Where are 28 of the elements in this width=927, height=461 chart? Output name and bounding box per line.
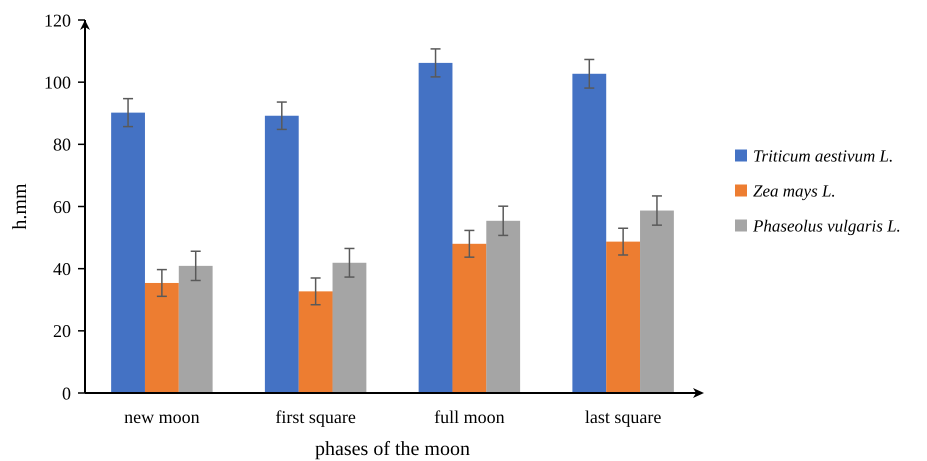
y-tick-label: 120: [44, 10, 71, 30]
x-tick-label: first square: [275, 407, 356, 427]
y-axis-title: h.mm: [9, 183, 31, 230]
x-tick-label: last square: [584, 407, 662, 427]
y-tick-label: 60: [53, 196, 71, 217]
x-tick-label: new moon: [124, 407, 200, 427]
y-tick-label: 0: [62, 383, 71, 404]
bar: [486, 220, 520, 393]
bar: [264, 116, 299, 393]
bar: [332, 262, 366, 393]
bar: [640, 210, 674, 393]
bar: [178, 266, 213, 393]
y-tick-label: 80: [53, 134, 71, 155]
bar: [606, 242, 640, 393]
x-tick-label: full moon: [434, 407, 505, 427]
bar: [144, 282, 179, 393]
legend-label: Triticum aestivum L.: [753, 146, 894, 166]
bar: [111, 112, 145, 393]
y-tick-label: 40: [53, 258, 71, 279]
x-axis-title: phases of the moon: [315, 438, 470, 460]
bar: [298, 291, 333, 393]
y-tick-label: 20: [53, 321, 71, 342]
legend-label: Phaseolus vulgaris L.: [752, 216, 901, 236]
bar: [452, 244, 486, 393]
y-tick-label: 100: [44, 72, 71, 92]
bar: [572, 74, 606, 393]
bar: [418, 62, 452, 393]
legend-label: Zea mays L.: [753, 181, 836, 200]
